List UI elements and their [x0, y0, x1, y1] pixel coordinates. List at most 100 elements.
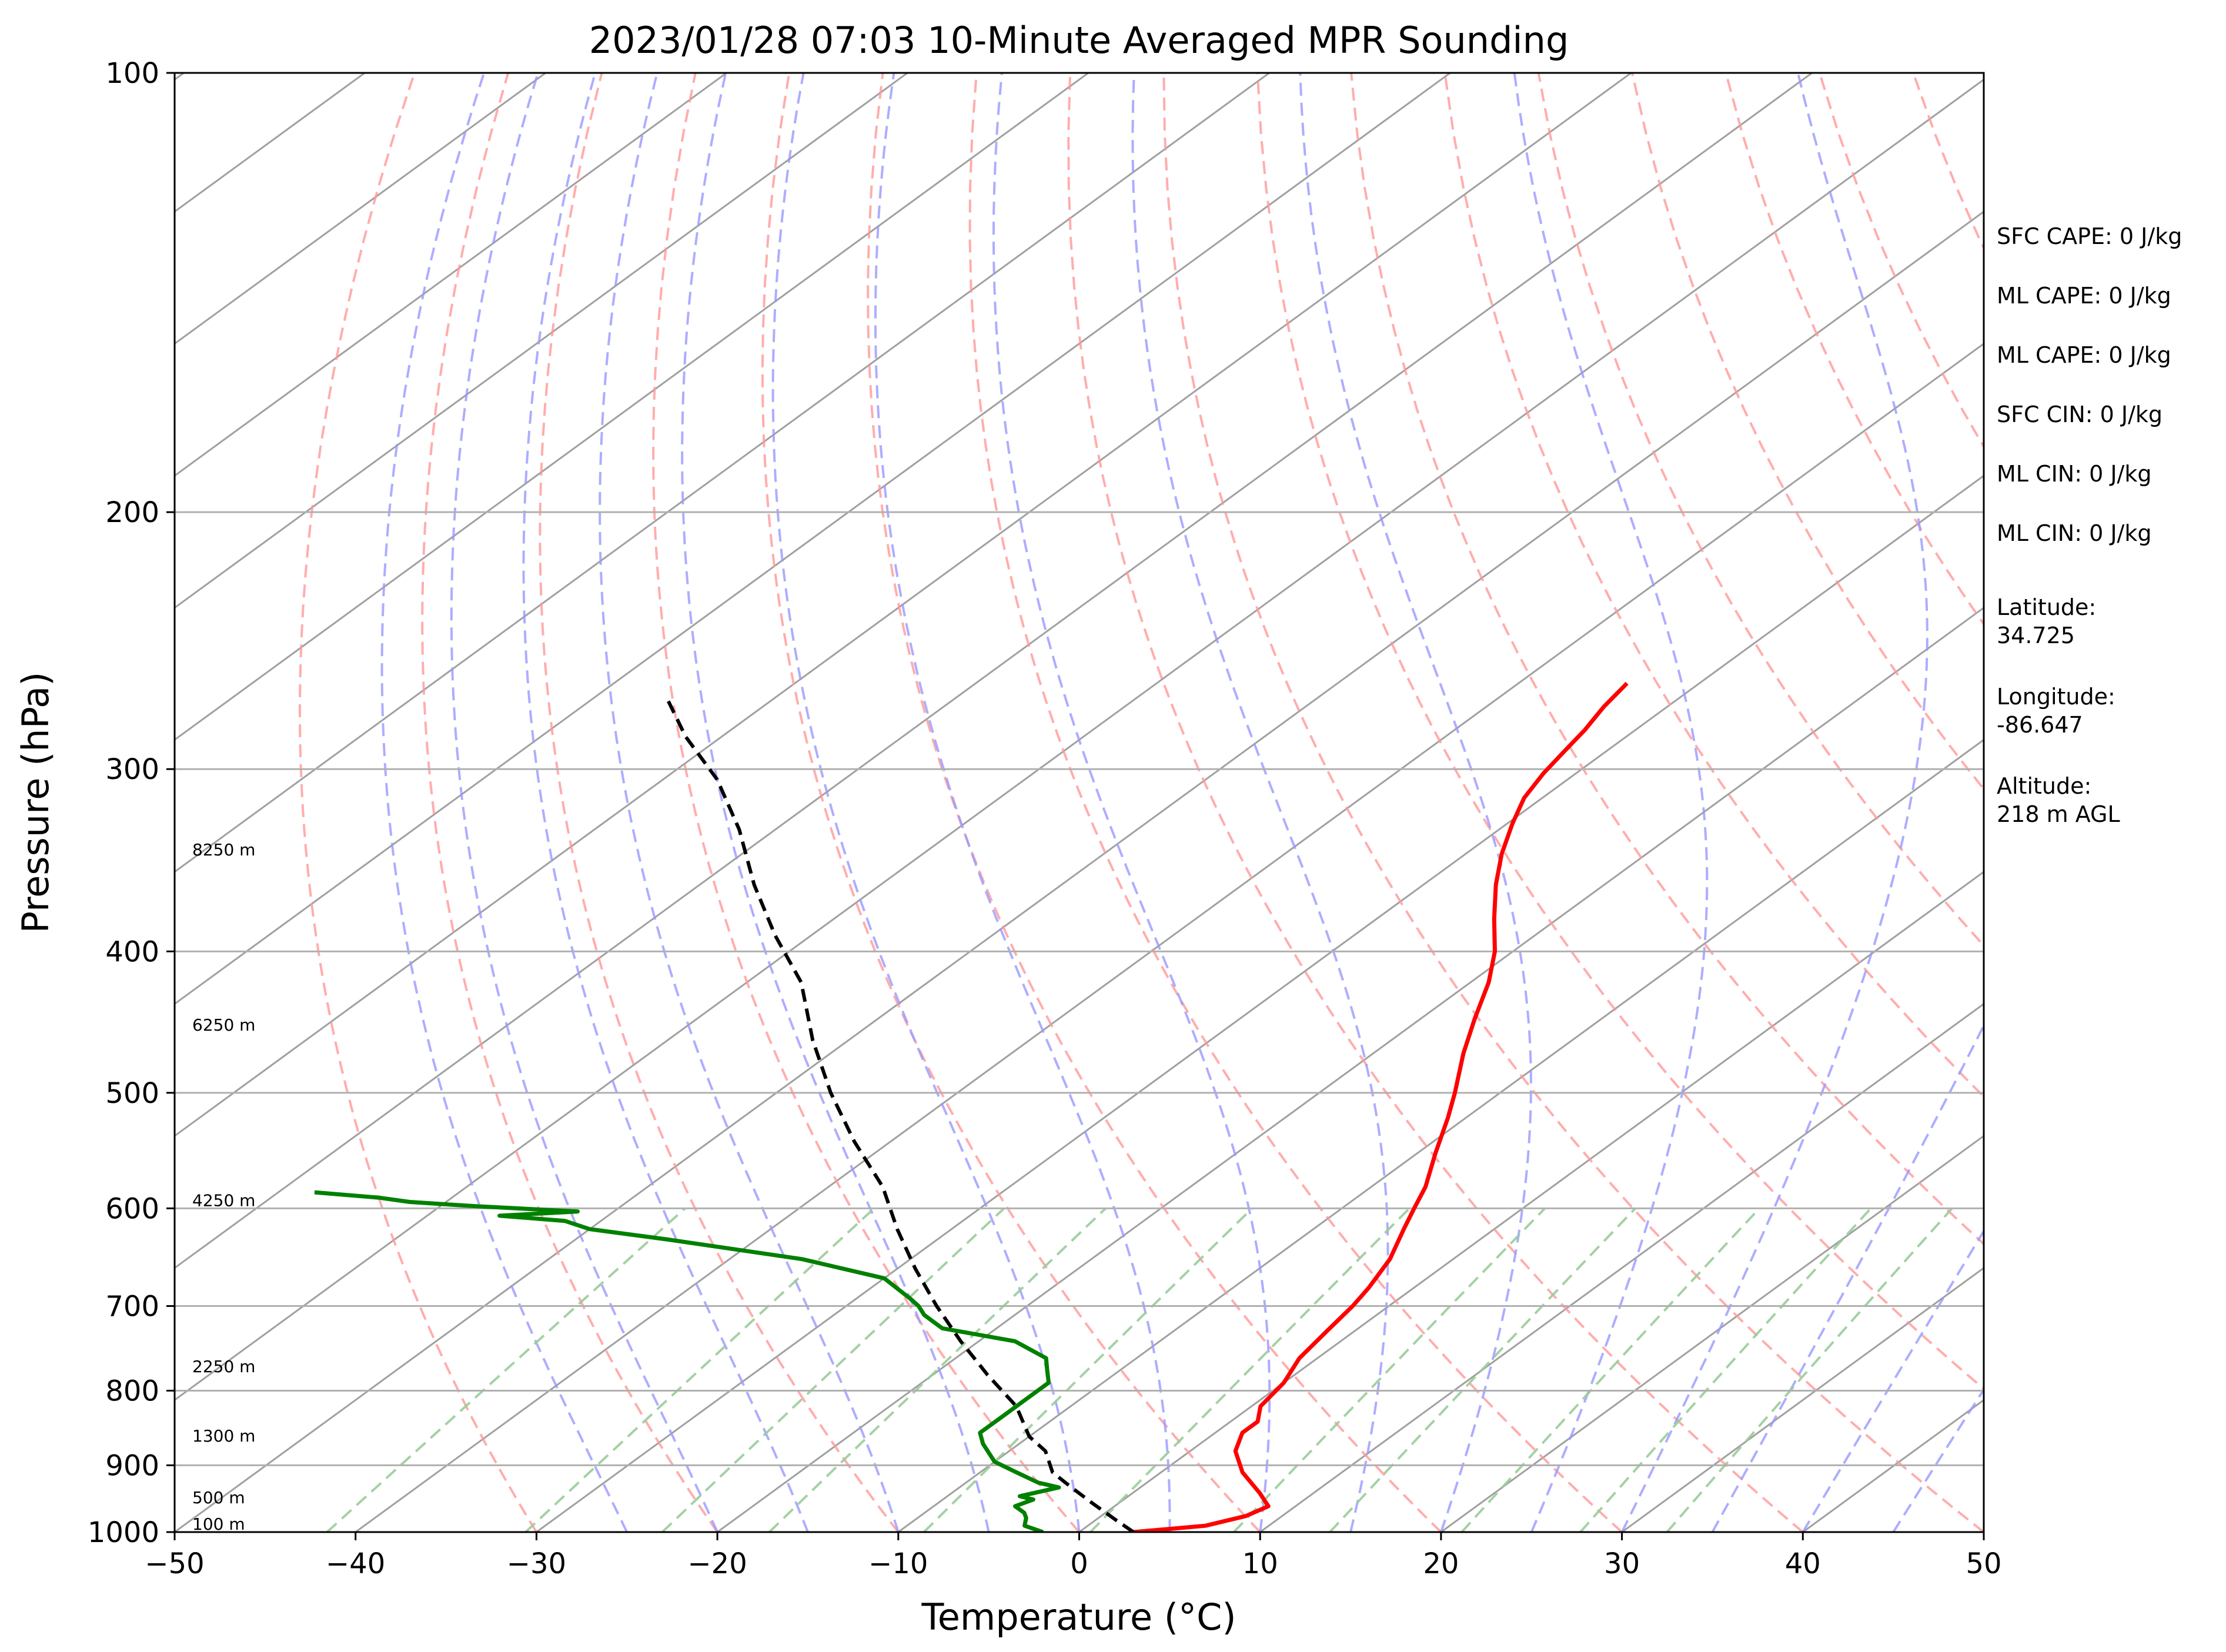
dry-adiabat-line	[539, 73, 900, 1532]
y-tick-label: 600	[105, 1192, 159, 1225]
x-tick-label: 40	[1785, 1547, 1821, 1580]
isotherm-line	[897, 738, 1984, 1532]
info-line: ML CIN: 0 J/kg	[1997, 520, 2151, 546]
temperature-profile-line	[1133, 681, 1629, 1532]
moist-adiabat-line	[1131, 73, 1389, 1532]
moist-adiabat-line	[1513, 73, 1709, 1532]
y-tick-label: 800	[105, 1375, 159, 1407]
dewpoint-profile-line	[314, 1190, 1061, 1532]
info-line: ML CAPE: 0 J/kg	[1997, 283, 2171, 309]
y-tick-label: 900	[105, 1449, 159, 1482]
x-tick-label: −40	[326, 1547, 385, 1580]
moist-adiabat-line	[522, 73, 809, 1532]
x-tick-label: 30	[1604, 1547, 1640, 1580]
info-annotation: Altitude:218 m AGL	[1997, 773, 2120, 827]
dry-adiabat-line	[652, 73, 1081, 1532]
mixing-ratio-line	[1460, 1208, 1760, 1532]
isotherm-line	[717, 606, 1984, 1532]
mixing-ratio-line	[768, 1207, 1107, 1532]
dry-adiabat-line	[1162, 73, 1984, 1532]
x-tick-label: −20	[687, 1547, 747, 1580]
y-axis-ticks: 100 200 300 400 500 600 700 800 900 1000	[88, 57, 175, 1549]
isotherm-line	[1440, 1135, 1984, 1532]
dry-adiabat-line	[968, 73, 1623, 1532]
mixing-ratio-line	[1666, 1208, 1953, 1532]
mixing-ratio-line	[1233, 1208, 1546, 1532]
x-tick-label: 50	[1966, 1547, 2001, 1580]
x-tick-label: −10	[868, 1547, 928, 1580]
x-axis-label: Temperature (°C)	[921, 1596, 1236, 1638]
chart-title: 2023/01/28 07:03 10-Minute Averaged MPR …	[589, 19, 1569, 62]
y-axis-label: Pressure (hPa)	[14, 672, 57, 934]
height-label: 6250 m	[192, 1015, 255, 1035]
mixing-ratio-line	[923, 1207, 1254, 1532]
moist-adiabat-line	[992, 73, 1271, 1532]
info-line: ML CAPE: 0 J/kg	[1997, 342, 2171, 368]
info-annotation: Longitude:-86.647	[1997, 684, 2115, 738]
moist-adiabat-line	[599, 73, 900, 1532]
mixing-ratio-line	[1089, 1207, 1411, 1532]
isotherm-line	[2165, 73, 2226, 1532]
info-annotation: SFC CIN: 0 J/kg	[1997, 402, 2163, 427]
isotherm-line	[175, 73, 908, 609]
dry-adiabat-line	[421, 73, 718, 1532]
dry-adiabat-line	[761, 73, 1261, 1532]
isotherm-line	[175, 73, 1270, 873]
isotherm-line	[175, 73, 727, 477]
moist-adiabat-line	[771, 73, 1081, 1532]
y-tick-label: 400	[105, 935, 159, 968]
info-line: Longitude:	[1997, 684, 2115, 710]
info-line: -86.647	[1997, 712, 2083, 738]
info-line: SFC CAPE: 0 J/kg	[1997, 223, 2182, 249]
isotherm-line	[175, 73, 546, 345]
isotherm-line	[355, 342, 1984, 1532]
dry-adiabat-line	[1631, 73, 1984, 791]
isotherm-line	[536, 474, 1984, 1532]
y-tick-label: 1000	[88, 1516, 159, 1549]
dry-adiabat-line	[1067, 73, 1804, 1532]
isotherm-line	[175, 73, 1813, 1269]
height-label: 2250 m	[192, 1357, 255, 1376]
info-annotation: Latitude: 34.725	[1997, 594, 2096, 648]
x-tick-label: 10	[1242, 1547, 1278, 1580]
info-annotation: ML CAPE: 0 J/kg	[1997, 342, 2171, 368]
height-label: 500 m	[192, 1488, 245, 1507]
info-annotation: ML CAPE: 0 J/kg	[1997, 283, 2171, 309]
height-labels: 100 m 500 m 1300 m 2250 m 4250 m 6250 m 8250 m	[192, 840, 255, 1534]
height-label: 1300 m	[192, 1426, 255, 1446]
isotherm-line	[175, 210, 1984, 1532]
isotherm-line	[175, 73, 1089, 741]
parcel-profile-line	[665, 697, 1135, 1532]
y-tick-label: 500	[105, 1077, 159, 1110]
isotherm-line	[175, 73, 1632, 1138]
y-tick-label: 100	[105, 57, 159, 90]
isotherm-line	[175, 78, 1984, 1402]
dry-adiabat-line	[2194, 73, 2226, 1532]
dry-adiabat-line	[1256, 73, 1984, 1390]
dry-adiabat-line	[867, 73, 1442, 1532]
y-tick-label: 300	[105, 753, 159, 786]
height-label: 8250 m	[192, 840, 255, 860]
dry-adiabat-line	[1443, 73, 1984, 1099]
info-line: 34.725	[1997, 623, 2075, 648]
x-axis-ticks: −50 −40 −30 −20 −10 0 10 20 30 40 50	[145, 1532, 2002, 1580]
y-tick-label: 700	[105, 1290, 159, 1323]
mixing-ratio-line	[1329, 1208, 1636, 1532]
isotherm-line	[1259, 1002, 1984, 1532]
isotherm-line	[1078, 871, 1984, 1532]
info-line: Altitude:	[1997, 773, 2091, 799]
moist-adiabat-line	[874, 73, 1171, 1532]
height-label: 100 m	[192, 1514, 245, 1534]
dry-adiabat-line	[298, 73, 538, 1532]
x-tick-label: −50	[145, 1547, 204, 1580]
info-annotation: SFC CAPE: 0 J/kg	[1997, 223, 2182, 249]
moist-adiabat-line	[1299, 73, 1532, 1532]
x-tick-label: 0	[1070, 1547, 1088, 1580]
series-layer	[314, 681, 1629, 1532]
background-lines	[175, 73, 2226, 1532]
info-panel: SFC CAPE: 0 J/kg ML CAPE: 0 J/kg ML CAPE: …	[1997, 223, 2182, 827]
info-line: 218 m AGL	[1997, 801, 2120, 827]
info-line: ML CIN: 0 J/kg	[1997, 461, 2151, 487]
dry-adiabat-line	[1537, 73, 1984, 948]
info-line: SFC CIN: 0 J/kg	[1997, 402, 2163, 427]
